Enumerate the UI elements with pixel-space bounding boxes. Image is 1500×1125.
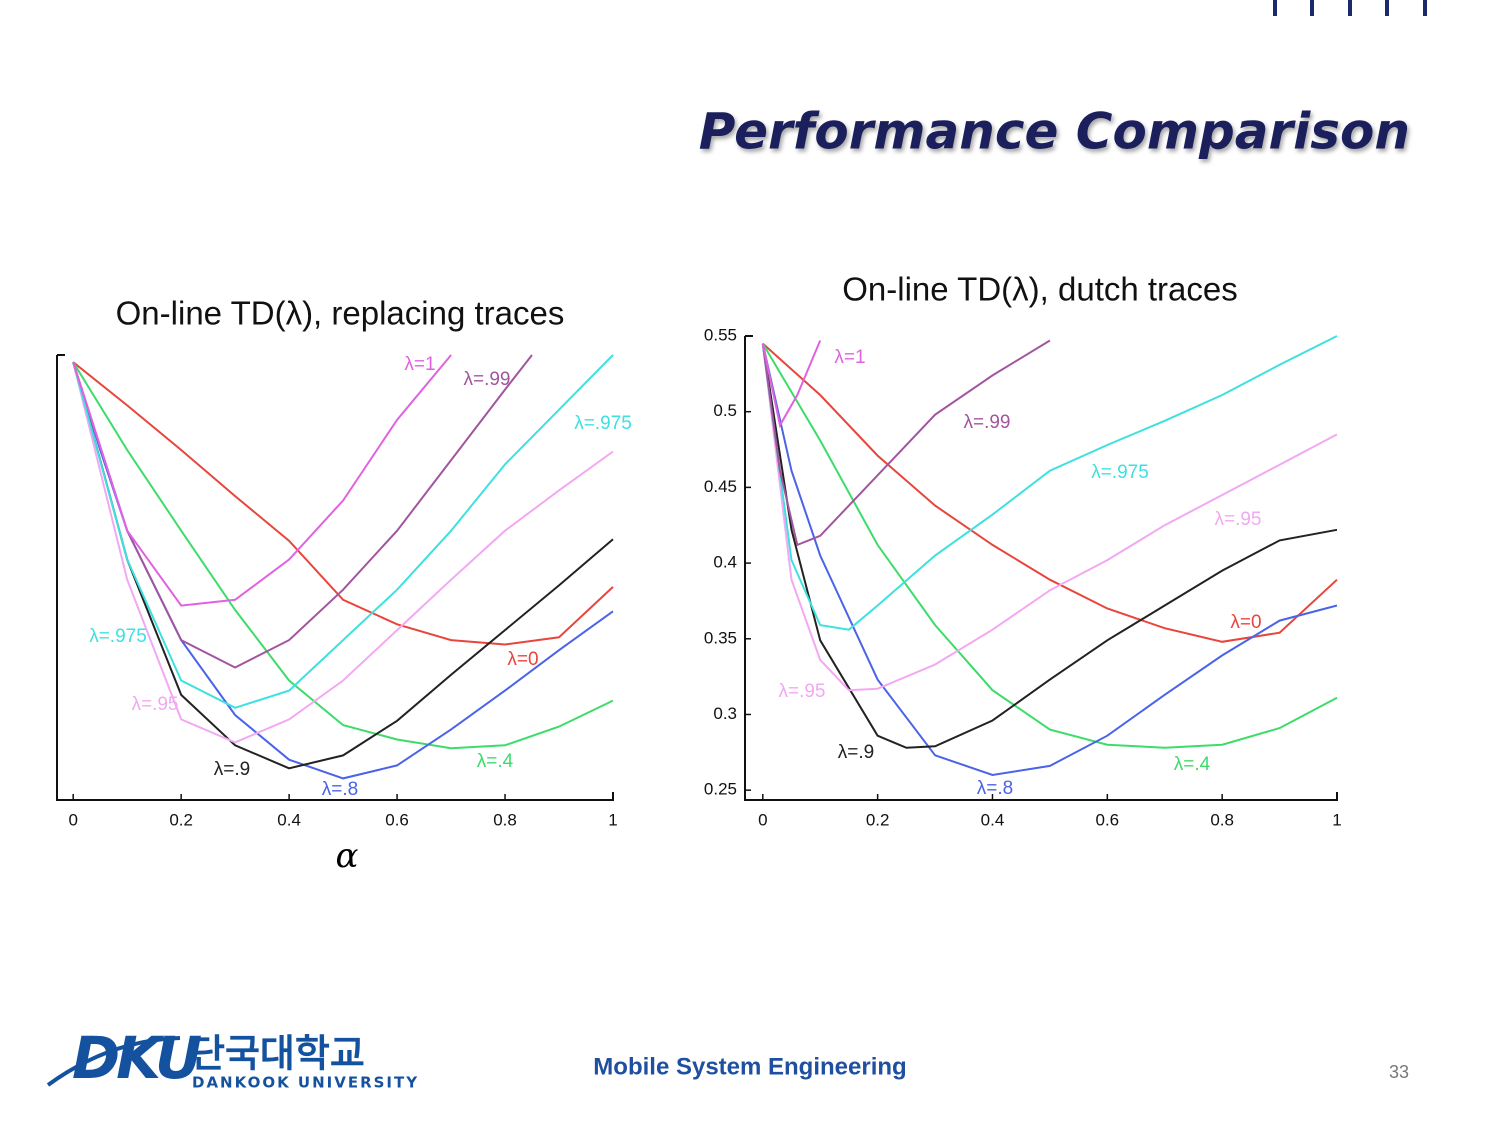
english-name: DANKOOK UNIVERSITY bbox=[192, 1074, 419, 1092]
x-tick-label: 0.6 bbox=[1095, 810, 1119, 829]
x-tick-label: 0.4 bbox=[981, 810, 1005, 829]
curve bbox=[761, 343, 1338, 749]
curve bbox=[761, 339, 1051, 547]
course: Mobile System Engineering bbox=[593, 1053, 906, 1080]
curve bbox=[72, 354, 452, 607]
charts: On-line TD(λ), replacing traces 0 0.2 0.4 0.… bbox=[56, 271, 1342, 876]
curve bbox=[762, 342, 1338, 643]
y-tick-label: 0.35 bbox=[704, 628, 737, 647]
curve-label: λ=0 bbox=[507, 649, 538, 670]
x-tick-label: 0.2 bbox=[866, 810, 890, 829]
curve-label: λ=.99 bbox=[963, 412, 1010, 433]
curve bbox=[761, 343, 1338, 749]
curve-label: λ=.9 bbox=[214, 759, 250, 780]
curve-label: λ=.8 bbox=[322, 779, 358, 800]
x-tick-label: 0.2 bbox=[169, 810, 193, 829]
chart-title: On-line TD(λ), replacing traces bbox=[116, 295, 565, 332]
logo: DKU bbox=[72, 1024, 201, 1092]
curve bbox=[72, 361, 614, 780]
curve bbox=[72, 361, 614, 646]
curve-label: λ=.4 bbox=[477, 751, 514, 772]
x-tick-label: 0.8 bbox=[1210, 810, 1234, 829]
curve bbox=[761, 340, 822, 429]
curve-label: λ=0 bbox=[1230, 612, 1261, 633]
korean-name: 단국대학교 bbox=[190, 1032, 365, 1076]
curve-label: λ=.975 bbox=[574, 413, 632, 434]
curve bbox=[761, 335, 1338, 631]
curve-label: λ=.975 bbox=[89, 626, 147, 647]
x-tick-label: 0.8 bbox=[493, 810, 517, 829]
y-tick-label: 0.5 bbox=[713, 401, 737, 420]
y-tick-label: 0.4 bbox=[713, 553, 737, 572]
x-axis-label: α bbox=[336, 836, 359, 876]
footer: DKU 단국대학교 DANKOOK UNIVERSITY Mobile Syst… bbox=[46, 1024, 1409, 1092]
slide-title: Performance Comparison bbox=[699, 103, 1410, 161]
curve bbox=[72, 361, 614, 750]
axis-frame bbox=[56, 354, 614, 801]
y-tick-label: 0.45 bbox=[704, 477, 737, 496]
curve-label: λ=.95 bbox=[131, 694, 178, 715]
axis-frame bbox=[744, 335, 1338, 801]
x-tick-label: 0 bbox=[68, 810, 77, 829]
curve-label: λ=.95 bbox=[1214, 509, 1261, 530]
x-tick-label: 0.6 bbox=[385, 810, 409, 829]
curve-label: λ=1 bbox=[404, 354, 435, 375]
page-number: 33 bbox=[1389, 1062, 1409, 1082]
curve-label: λ=.4 bbox=[1174, 754, 1211, 775]
curve-label: λ=.95 bbox=[778, 681, 825, 702]
logo-swoosh bbox=[46, 1036, 181, 1087]
y-tick-label: 0.25 bbox=[704, 780, 737, 799]
x-tick-label: 1 bbox=[608, 810, 617, 829]
curve-label: λ=.9 bbox=[838, 742, 874, 763]
curve bbox=[72, 354, 614, 709]
curve-label: λ=1 bbox=[834, 347, 865, 368]
chart-title: On-line TD(λ), dutch traces bbox=[842, 271, 1238, 308]
top-bars bbox=[1273, 0, 1427, 16]
curve-label: λ=.99 bbox=[463, 369, 510, 390]
curve-label: λ=.8 bbox=[977, 778, 1013, 799]
y-tick-label: 0.3 bbox=[713, 704, 737, 723]
x-tick-label: 0 bbox=[758, 810, 767, 829]
curve bbox=[761, 343, 1338, 692]
curve bbox=[761, 343, 1338, 777]
y-tick-label: 0.55 bbox=[704, 325, 737, 344]
curve bbox=[72, 354, 533, 669]
x-tick-label: 0.4 bbox=[277, 810, 301, 829]
x-tick-label: 1 bbox=[1332, 810, 1341, 829]
curve-label: λ=.975 bbox=[1091, 462, 1149, 483]
curve bbox=[72, 361, 614, 744]
